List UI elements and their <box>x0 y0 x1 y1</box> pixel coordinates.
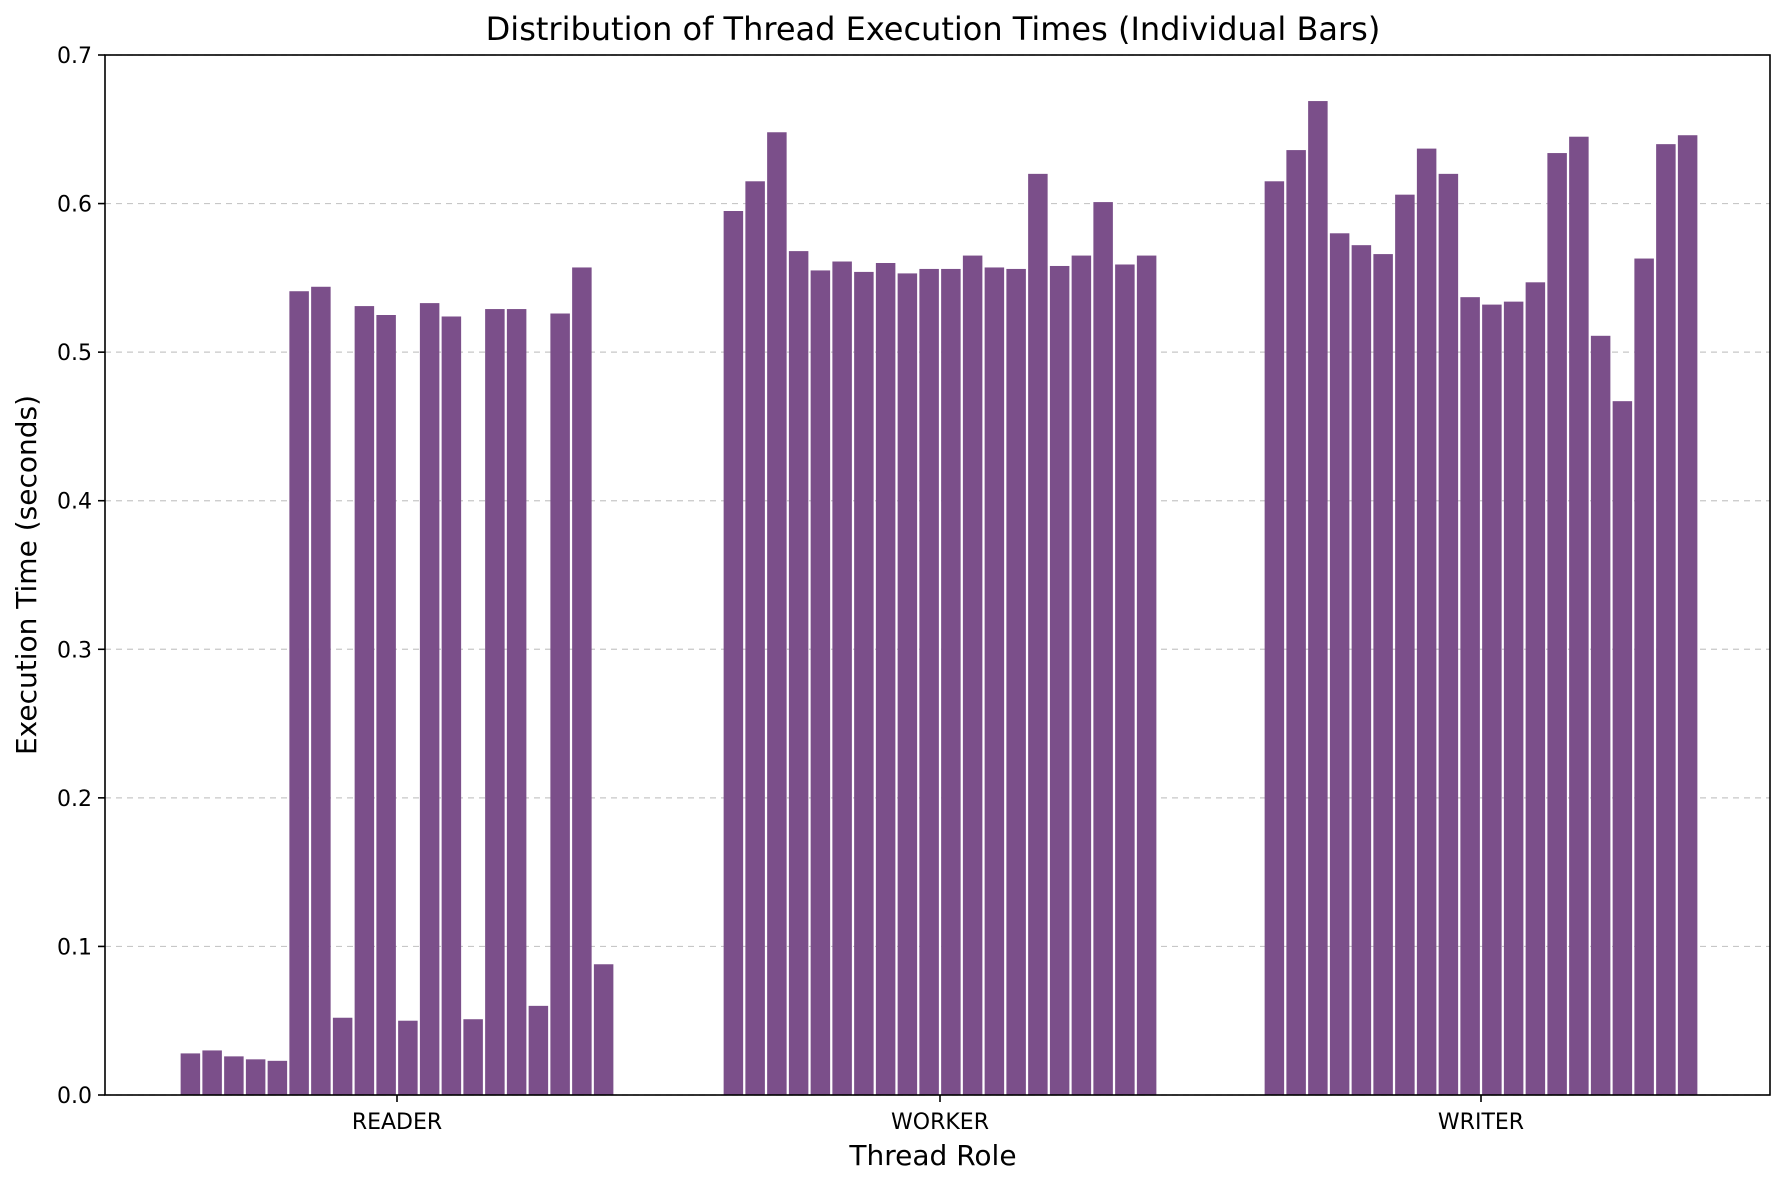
bar <box>419 303 440 1095</box>
bar <box>810 270 831 1095</box>
bar <box>1049 265 1070 1096</box>
bar <box>289 291 309 1096</box>
bar <box>528 1005 549 1095</box>
bar <box>245 1059 266 1095</box>
x-axis-label: Thread Role <box>848 1139 1016 1172</box>
bar <box>1438 173 1459 1096</box>
bar <box>1482 304 1502 1096</box>
bar <box>1351 245 1372 1096</box>
bar <box>441 316 462 1095</box>
bar <box>941 268 961 1095</box>
bar <box>1590 335 1611 1095</box>
y-tick-label: 0.3 <box>57 638 92 663</box>
bar <box>463 1019 483 1095</box>
bar <box>1093 202 1113 1096</box>
bar <box>485 309 505 1095</box>
bar <box>1115 264 1135 1095</box>
bar <box>593 964 614 1095</box>
bar <box>832 261 852 1095</box>
plot-frame <box>104 54 1771 1096</box>
bar <box>1373 254 1393 1096</box>
bar <box>1308 101 1328 1095</box>
bar <box>745 181 765 1096</box>
bar <box>202 1050 222 1095</box>
bar <box>1006 268 1026 1095</box>
bar <box>180 1053 201 1095</box>
chart-title: Distribution of Thread Execution Times (… <box>486 10 1381 48</box>
bar <box>1071 255 1092 1095</box>
bar <box>1460 297 1480 1095</box>
bar <box>1503 301 1524 1095</box>
bar <box>767 132 787 1095</box>
bar <box>376 315 396 1095</box>
bar <box>1028 173 1048 1096</box>
bar <box>723 211 744 1095</box>
bar <box>1525 282 1546 1095</box>
y-tick-label: 0.7 <box>57 44 92 69</box>
bar <box>854 271 874 1095</box>
bar <box>354 306 375 1096</box>
y-tick-label: 0.1 <box>57 935 92 960</box>
bar <box>267 1060 288 1095</box>
bar-group-worker <box>723 132 1157 1096</box>
bar <box>875 263 896 1095</box>
y-tick-label: 0.6 <box>57 193 92 218</box>
bar-group-reader <box>180 267 614 1096</box>
bar <box>984 267 1005 1096</box>
y-tick-label: 0.2 <box>57 787 92 812</box>
bar <box>1569 136 1589 1095</box>
bar <box>919 268 939 1095</box>
x-tick-label: READER <box>352 1110 442 1135</box>
bars-group <box>180 101 1698 1096</box>
x-tick-label: WORKER <box>891 1110 989 1135</box>
y-axis-ticks: 0.0 0.1 0.2 0.3 0.4 0.5 0.6 0.7 <box>57 44 105 1109</box>
bar <box>506 309 527 1095</box>
bar <box>550 313 570 1095</box>
bar <box>572 267 592 1096</box>
y-tick-label: 0.4 <box>57 490 92 515</box>
bar <box>1634 258 1654 1095</box>
bar <box>788 251 809 1096</box>
bar <box>1677 135 1698 1096</box>
bar <box>1329 233 1350 1096</box>
y-tick-label: 0.5 <box>57 341 92 366</box>
bar <box>1136 255 1157 1095</box>
bar <box>1264 181 1285 1096</box>
y-tick-label: 0.0 <box>57 1084 92 1109</box>
bar <box>1286 150 1306 1096</box>
bar-group-writer <box>1264 101 1698 1096</box>
bar <box>1656 144 1676 1095</box>
bar <box>332 1017 353 1095</box>
bar <box>1612 401 1633 1095</box>
bar <box>962 255 983 1095</box>
bar <box>311 286 331 1095</box>
bar <box>398 1020 418 1095</box>
x-axis-ticks: READER WORKER WRITER <box>352 1095 1524 1135</box>
y-axis-label: Execution Time (seconds) <box>10 395 43 755</box>
bar <box>1416 148 1437 1096</box>
bar <box>897 273 918 1095</box>
bar <box>1395 194 1415 1095</box>
bar <box>224 1056 244 1095</box>
x-tick-label: WRITER <box>1438 1110 1524 1135</box>
bar <box>1547 153 1567 1095</box>
